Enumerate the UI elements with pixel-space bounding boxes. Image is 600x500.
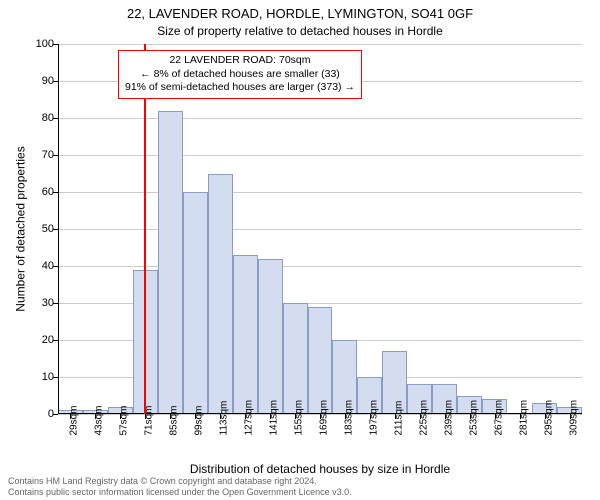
x-tick-label: 155sqm xyxy=(294,428,305,436)
annotation-box: 22 LAVENDER ROAD: 70sqm← 8% of detached … xyxy=(118,50,362,99)
grid-line xyxy=(58,229,582,230)
y-tick-label: 50 xyxy=(42,223,54,235)
x-tick-label: 239sqm xyxy=(443,428,454,436)
y-tick-label: 0 xyxy=(48,408,54,420)
x-tick-label: 43sqm xyxy=(94,428,105,436)
grid-line xyxy=(58,266,582,267)
histogram-bar xyxy=(258,259,283,414)
x-tick-label: 29sqm xyxy=(69,428,80,436)
x-tick-label: 309sqm xyxy=(568,428,579,436)
y-tick-label: 70 xyxy=(42,149,54,161)
footer-line-2: Contains public sector information licen… xyxy=(8,487,352,498)
histogram-bar xyxy=(158,111,183,414)
histogram-bar xyxy=(208,174,233,415)
y-tick-label: 40 xyxy=(42,260,54,272)
grid-line xyxy=(58,155,582,156)
annotation-line: ← 8% of detached houses are smaller (33) xyxy=(125,68,355,82)
x-tick-label: 127sqm xyxy=(244,428,255,436)
x-tick-label: 71sqm xyxy=(144,428,155,436)
x-tick-label: 99sqm xyxy=(194,428,205,436)
histogram-bar xyxy=(183,192,208,414)
x-tick-label: 85sqm xyxy=(169,428,180,436)
property-marker-line xyxy=(144,44,146,414)
x-tick-label: 113sqm xyxy=(219,428,230,436)
chart-title-sub: Size of property relative to detached ho… xyxy=(0,24,600,38)
y-tick-label: 90 xyxy=(42,75,54,87)
x-tick-label: 197sqm xyxy=(368,428,379,436)
histogram-bar xyxy=(233,255,258,414)
y-axis-line xyxy=(58,44,59,414)
x-tick-label: 225sqm xyxy=(418,428,429,436)
x-axis-label: Distribution of detached houses by size … xyxy=(58,462,582,476)
x-tick-label: 295sqm xyxy=(543,428,554,436)
grid-line xyxy=(58,118,582,119)
plot-area: 22 LAVENDER ROAD: 70sqm← 8% of detached … xyxy=(58,44,582,414)
x-tick-label: 267sqm xyxy=(493,428,504,436)
grid-line xyxy=(58,192,582,193)
chart-title-main: 22, LAVENDER ROAD, HORDLE, LYMINGTON, SO… xyxy=(0,6,600,21)
footer-attribution: Contains HM Land Registry data © Crown c… xyxy=(8,476,352,498)
y-axis-label: Number of detached properties xyxy=(14,44,28,414)
x-tick-label: 253sqm xyxy=(468,428,479,436)
y-tick-label: 30 xyxy=(42,297,54,309)
grid-line xyxy=(58,44,582,45)
x-tick-label: 211sqm xyxy=(393,428,404,436)
footer-line-1: Contains HM Land Registry data © Crown c… xyxy=(8,476,352,487)
histogram-bar xyxy=(308,307,333,414)
y-tick-label: 10 xyxy=(42,371,54,383)
annotation-line: 22 LAVENDER ROAD: 70sqm xyxy=(125,54,355,68)
y-tick-label: 60 xyxy=(42,186,54,198)
y-tick-label: 20 xyxy=(42,334,54,346)
y-tick-label: 100 xyxy=(36,38,54,50)
y-tick-label: 80 xyxy=(42,112,54,124)
x-tick-label: 141sqm xyxy=(269,428,280,436)
x-tick-label: 57sqm xyxy=(119,428,130,436)
histogram-bar xyxy=(283,303,308,414)
x-tick-label: 169sqm xyxy=(319,428,330,436)
x-tick-label: 281sqm xyxy=(518,428,529,436)
annotation-line: 91% of semi-detached houses are larger (… xyxy=(125,81,355,95)
x-tick-label: 183sqm xyxy=(343,428,354,436)
